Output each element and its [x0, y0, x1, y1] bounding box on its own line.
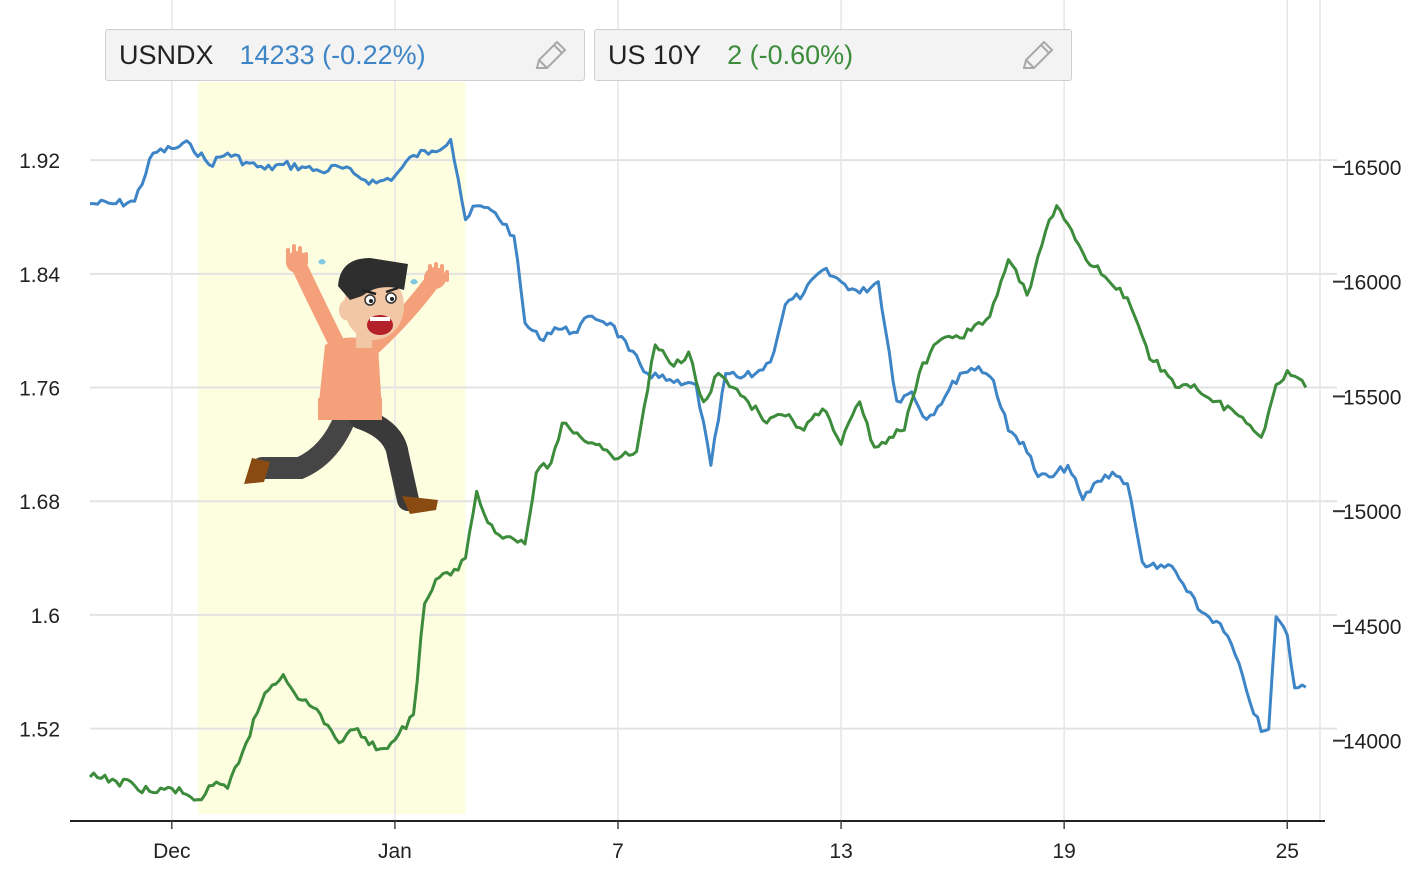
series-line-us-10y	[88, 204, 1308, 802]
x-tick-label: 19	[1052, 840, 1075, 863]
legend-usndx-symbol: USNDX	[119, 39, 214, 70]
y-left-tick-label: 1.52	[19, 719, 60, 742]
y-left-tick-label: 1.6	[31, 605, 60, 628]
y-right-tick-label: 14000	[1343, 731, 1401, 754]
y-right-tick-label: 14500	[1343, 616, 1401, 639]
legend-us10y-symbol: US 10Y	[608, 39, 702, 70]
pencil-icon[interactable]	[1019, 39, 1055, 73]
left-axis-ticks: 1.92 1.84 1.76 1.68 1.6 1.52	[19, 150, 60, 741]
y-right-tick-label: 16500	[1343, 157, 1401, 180]
legend-us10y-value: 2 (-0.60%)	[727, 39, 854, 70]
y-right-tick-label: 16000	[1343, 272, 1401, 295]
y-left-tick-label: 1.84	[19, 264, 60, 287]
x-tick-label: Jan	[378, 840, 412, 863]
x-tick-label: 25	[1276, 840, 1299, 863]
x-tick-label: Dec	[153, 840, 190, 863]
series-layer	[88, 137, 1308, 802]
y-left-tick-label: 1.92	[19, 150, 60, 173]
y-left-tick-label: 1.68	[19, 491, 60, 514]
legend-usndx-value: 14233 (-0.22%)	[239, 39, 426, 70]
series-line-usndx	[90, 137, 1307, 733]
x-tick-label: 13	[829, 840, 852, 863]
right-axis-ticks: 16500 16000 15500 15000 14500 14000	[1333, 157, 1401, 754]
x-axis-ticks: Dec Jan 7 13 19 25	[153, 821, 1299, 863]
panicked-running-man-illustration	[244, 244, 449, 514]
y-right-tick-label: 15500	[1343, 386, 1401, 409]
y-right-tick-label: 15000	[1343, 501, 1401, 524]
x-tick-label: 7	[612, 840, 624, 863]
y-left-tick-label: 1.76	[19, 378, 60, 401]
legend-us10y[interactable]: US 10Y 2 (-0.60%)	[594, 29, 1072, 81]
pencil-icon[interactable]	[532, 39, 568, 73]
legend-usndx[interactable]: USNDX 14233 (-0.22%)	[105, 29, 585, 81]
